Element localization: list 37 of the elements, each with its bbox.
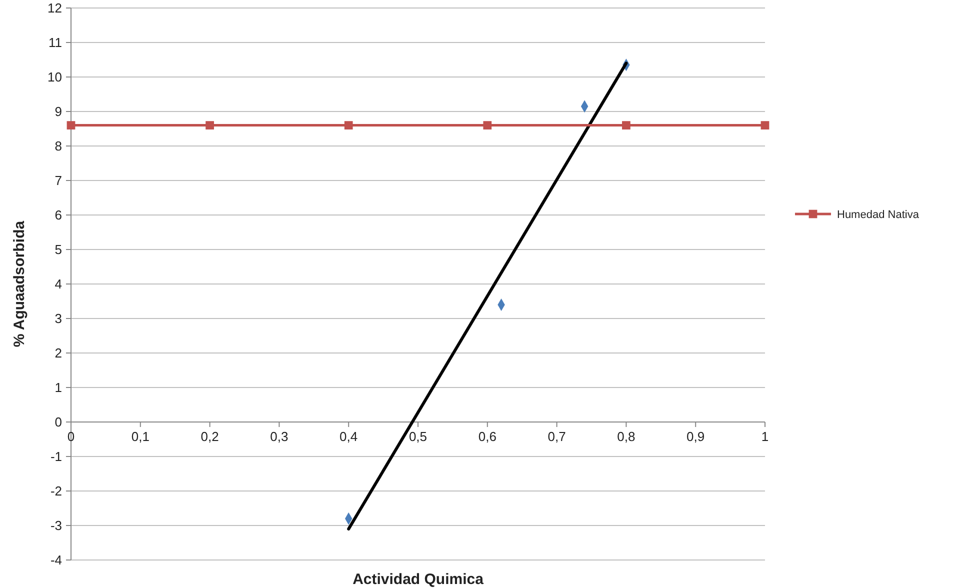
x-tick-label: 0,7 bbox=[548, 429, 566, 444]
point bbox=[483, 121, 492, 130]
point bbox=[206, 121, 214, 130]
point bbox=[760, 121, 770, 130]
y-axis-title: % Aguaadsorbida bbox=[11, 220, 28, 348]
y-tick-label: 12 bbox=[48, 0, 62, 16]
x-tick-label: 0,3 bbox=[270, 429, 288, 444]
x-axis-title: Actividad Quimica bbox=[352, 571, 484, 588]
y-tick-label: 1 bbox=[54, 380, 62, 396]
y-tick-label: -1 bbox=[50, 449, 62, 464]
y-tick-label: 5 bbox=[54, 242, 62, 258]
y-tick-label: 9 bbox=[54, 104, 62, 120]
y-tick-label: 0 bbox=[54, 414, 62, 430]
y-tick-label: -4 bbox=[50, 552, 62, 568]
point bbox=[622, 121, 630, 130]
y-tick-label: 8 bbox=[54, 138, 62, 154]
x-tick-label: 0,5 bbox=[408, 429, 428, 444]
x-tick-label: 0,1 bbox=[131, 429, 150, 444]
y-tick-label: 2 bbox=[54, 346, 62, 361]
y-tick-label: -3 bbox=[50, 518, 62, 534]
x-tick-label: 0,8 bbox=[617, 429, 636, 444]
x-tick-label: 0,9 bbox=[686, 429, 705, 444]
x-tick-label: 0,2 bbox=[200, 429, 219, 444]
y-tick-label: 6 bbox=[54, 208, 62, 223]
y-tick-label: -2 bbox=[50, 484, 62, 499]
y-tick-label: 10 bbox=[48, 70, 62, 85]
point bbox=[66, 121, 76, 130]
x-tick-label: 1 bbox=[761, 429, 769, 444]
legend-label: Humedad Nativa bbox=[837, 208, 920, 221]
y-tick-label: 7 bbox=[54, 173, 62, 188]
x-tick-label: 0 bbox=[67, 429, 75, 444]
x-tick-label: 0,6 bbox=[478, 429, 496, 444]
y-tick-label: 11 bbox=[48, 35, 62, 50]
y-tick-label: 3 bbox=[54, 311, 62, 326]
y-tick-label: 4 bbox=[54, 276, 62, 292]
point bbox=[344, 121, 353, 130]
x-tick-label: 0,4 bbox=[340, 429, 358, 444]
